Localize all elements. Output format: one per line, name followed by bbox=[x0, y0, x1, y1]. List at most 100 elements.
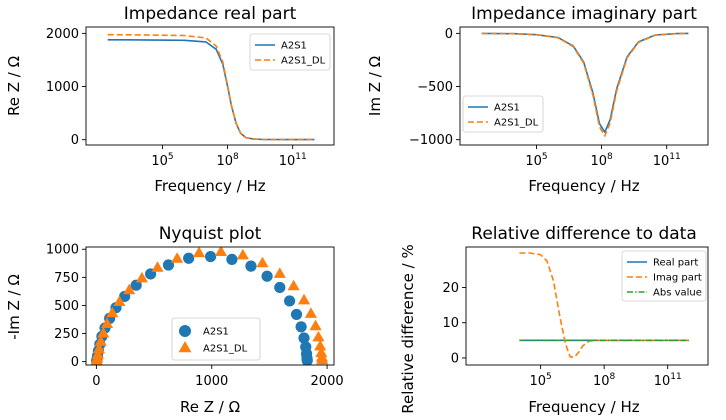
data-point bbox=[183, 252, 195, 264]
chart-title: Relative difference to data bbox=[471, 224, 696, 244]
plot-area bbox=[459, 26, 709, 146]
data-point bbox=[295, 321, 307, 333]
panel-relative-difference: Relative difference to data Frequency / … bbox=[399, 224, 709, 416]
x-axis-label: Frequency / Hz bbox=[528, 398, 639, 416]
legend-label: A2S1_DL bbox=[494, 118, 539, 129]
y-tick-label: −500 bbox=[417, 80, 453, 95]
data-point bbox=[204, 250, 217, 263]
data-point bbox=[314, 339, 327, 351]
plot-area bbox=[85, 26, 335, 146]
legend-label: A2S1_DL bbox=[281, 56, 326, 67]
x-tick-label: 1011 bbox=[653, 152, 681, 169]
chart-title: Impedance real part bbox=[124, 4, 297, 24]
data-point bbox=[297, 293, 311, 305]
y-axis-label: Relative difference / % bbox=[399, 244, 417, 413]
data-point bbox=[106, 306, 119, 318]
data-point bbox=[312, 330, 325, 342]
data-point bbox=[92, 342, 106, 354]
x-tick-label: 0 bbox=[92, 374, 100, 389]
x-tick-label: 2000 bbox=[311, 374, 344, 389]
y-tick-label: 0 bbox=[445, 27, 453, 42]
series-line-a2s1-dl bbox=[107, 33, 315, 141]
data-point bbox=[151, 261, 164, 272]
plot-area bbox=[85, 246, 335, 366]
data-point bbox=[192, 247, 206, 258]
data-point bbox=[100, 317, 114, 328]
panel-impedance-real: Impedance real part Frequency / Hz Re Z … bbox=[5, 4, 335, 195]
data-point bbox=[304, 307, 318, 318]
x-tick-label: 108 bbox=[593, 372, 616, 389]
legend-label: Imag part bbox=[653, 273, 702, 284]
x-tick-label: 1000 bbox=[195, 374, 228, 389]
y-axis-label: Re Z / Ω bbox=[5, 56, 23, 116]
y-tick-label: −1000 bbox=[409, 133, 453, 148]
series-line-a2s1-dl bbox=[481, 32, 689, 137]
y-tick-label: 1000 bbox=[46, 80, 79, 95]
y-tick-label: 0 bbox=[71, 355, 79, 370]
x-tick-label: 105 bbox=[151, 152, 173, 169]
legend-marker bbox=[178, 341, 192, 353]
y-tick-label: 1000 bbox=[46, 243, 79, 258]
legend-label: Real part bbox=[653, 258, 698, 269]
y-tick-label: 2000 bbox=[46, 27, 79, 42]
chart-title: Nyquist plot bbox=[159, 224, 262, 244]
data-point bbox=[226, 253, 238, 265]
y-axis-label: Im Z / Ω bbox=[366, 56, 384, 116]
data-point bbox=[273, 267, 286, 278]
x-tick-label: 108 bbox=[216, 152, 239, 169]
data-point bbox=[274, 281, 286, 294]
y-tick-label: 10 bbox=[442, 316, 459, 331]
series-a2s1-dl bbox=[90, 247, 329, 365]
data-point bbox=[123, 283, 136, 295]
data-point bbox=[236, 248, 249, 260]
legend-marker bbox=[179, 325, 191, 337]
x-tick-label: 105 bbox=[525, 152, 547, 169]
data-point bbox=[261, 270, 273, 282]
x-axis-label: Frequency / Hz bbox=[154, 177, 265, 195]
panel-nyquist: Nyquist plot Re Z / Ω -Im Z / Ω 0 1000 200… bbox=[5, 224, 344, 416]
legend-label: A2S1 bbox=[203, 327, 229, 338]
y-tick-label: 20 bbox=[442, 281, 459, 296]
series-line-imag-part bbox=[519, 252, 689, 358]
panel-impedance-imaginary: Impedance imaginary part Frequency / Hz … bbox=[366, 4, 709, 195]
data-point bbox=[97, 326, 110, 338]
data-point bbox=[316, 353, 329, 365]
data-point bbox=[315, 346, 328, 358]
data-point bbox=[290, 308, 303, 321]
y-tick-label: 750 bbox=[54, 271, 79, 286]
x-tick-label: 1011 bbox=[654, 372, 682, 389]
data-point bbox=[309, 319, 322, 331]
x-tick-label: 105 bbox=[529, 372, 551, 389]
y-axis-label: -Im Z / Ω bbox=[5, 274, 23, 340]
x-axis-label: Re Z / Ω bbox=[180, 398, 240, 416]
data-point bbox=[171, 252, 184, 263]
legend-label: A2S1 bbox=[281, 41, 307, 52]
y-tick-label: 0 bbox=[451, 351, 459, 366]
x-tick-label: 108 bbox=[590, 152, 613, 169]
legend-label: A2S1_DL bbox=[203, 344, 248, 355]
data-point bbox=[301, 354, 313, 365]
data-point bbox=[91, 348, 104, 359]
legend bbox=[249, 33, 331, 71]
data-point bbox=[287, 279, 300, 291]
chart-title: Impedance imaginary part bbox=[471, 4, 697, 24]
data-point bbox=[135, 271, 149, 283]
data-point bbox=[245, 260, 257, 272]
data-point bbox=[162, 259, 175, 271]
plot-area bbox=[465, 246, 709, 366]
data-point bbox=[214, 247, 228, 257]
x-axis-label: Frequency / Hz bbox=[528, 177, 639, 195]
data-point bbox=[298, 332, 310, 344]
legend-label: Abs value bbox=[653, 288, 702, 299]
legend-label: A2S1 bbox=[494, 103, 520, 114]
data-point bbox=[256, 256, 269, 268]
data-point bbox=[113, 295, 126, 307]
data-point bbox=[283, 295, 296, 307]
y-tick-label: 250 bbox=[54, 327, 79, 342]
legend bbox=[171, 317, 261, 361]
y-tick-label: 500 bbox=[54, 299, 79, 314]
legend bbox=[462, 95, 544, 133]
x-tick-label: 1011 bbox=[279, 152, 307, 169]
y-tick-label: 0 bbox=[71, 133, 79, 148]
